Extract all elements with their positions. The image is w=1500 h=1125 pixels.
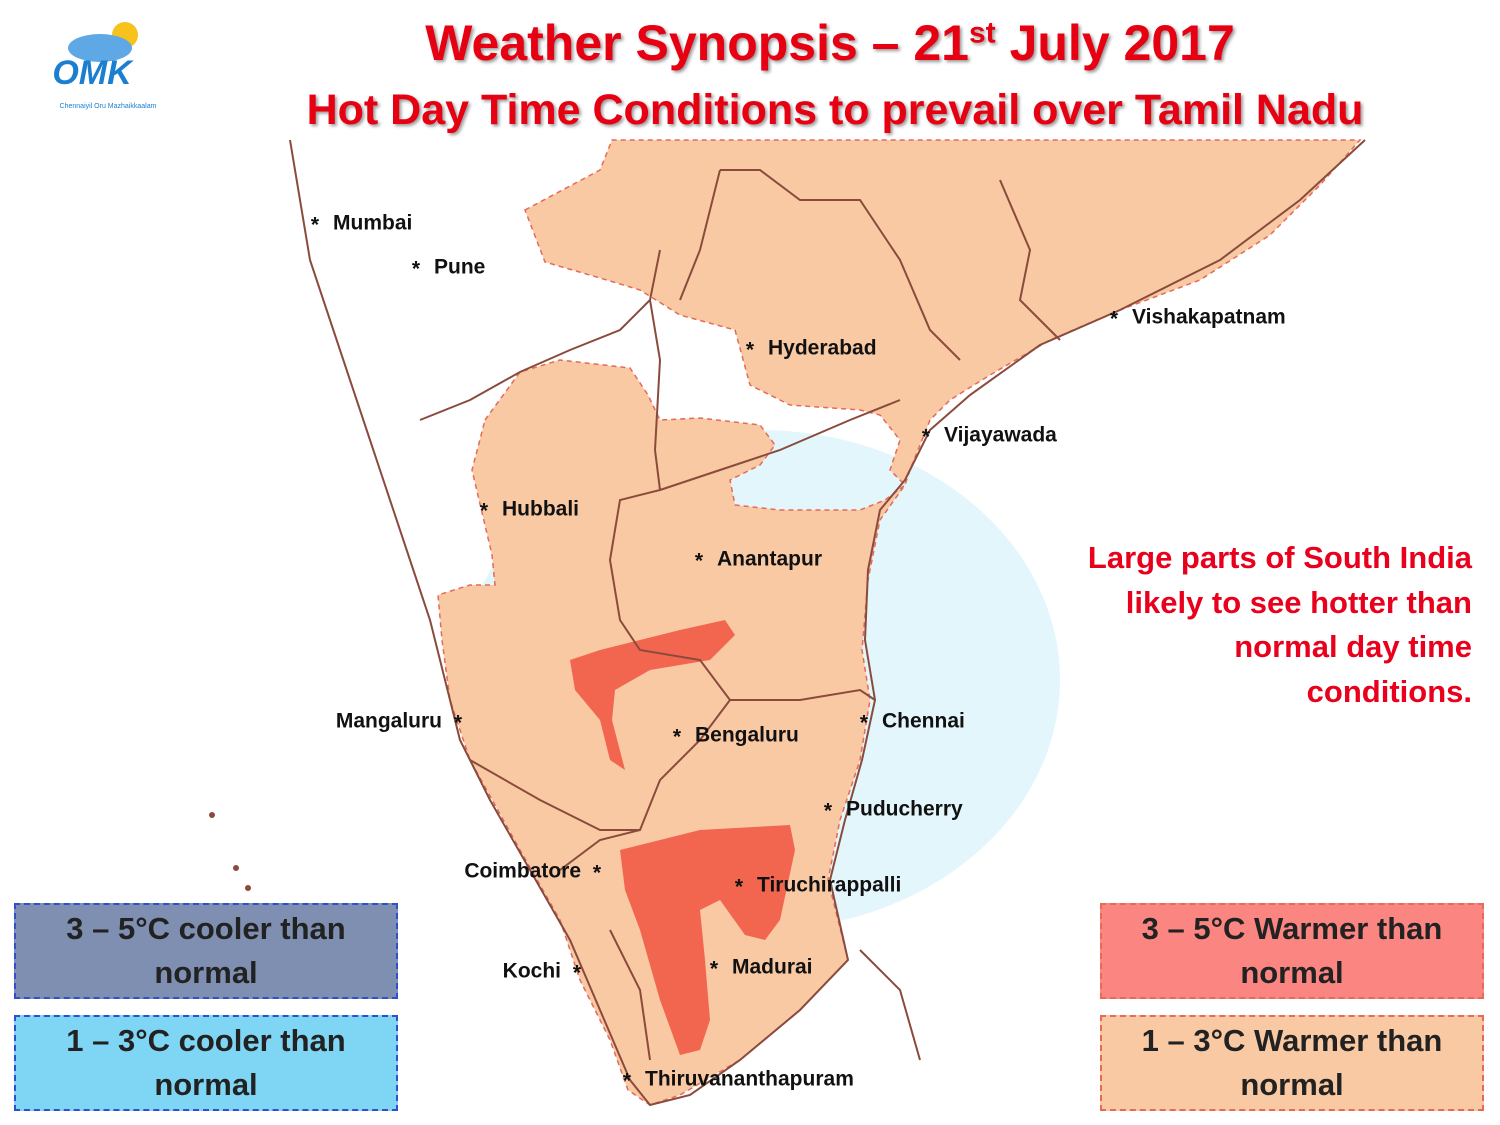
legend-label: normal bbox=[1240, 1067, 1344, 1102]
city-label: Bengaluru bbox=[695, 724, 799, 747]
city-label: Vijayawada bbox=[944, 424, 1057, 447]
legend-item: 3 – 5°C Warmer than normal bbox=[1100, 903, 1484, 999]
city-label: Hubbali bbox=[502, 498, 579, 521]
title-rest: July 2017 bbox=[1009, 15, 1235, 71]
logo-mark: OMK bbox=[52, 54, 134, 92]
city-marker: * bbox=[454, 712, 463, 735]
city-label: Hyderabad bbox=[768, 337, 877, 360]
city-label: Kochi bbox=[503, 960, 561, 983]
city-marker: * bbox=[480, 500, 489, 523]
logo: OMK Chennaiyil Oru Mazhaikkaalam bbox=[43, 20, 157, 132]
annotation: Large parts of South India likely to see … bbox=[1088, 536, 1472, 715]
city-marker: * bbox=[673, 726, 682, 749]
city-marker: * bbox=[573, 962, 582, 985]
legend-label: 1 – 3°C cooler than bbox=[66, 1023, 346, 1058]
city-label: Anantapur bbox=[717, 548, 822, 571]
city-marker: * bbox=[593, 862, 602, 885]
city-marker: * bbox=[922, 426, 931, 449]
hot-region bbox=[620, 825, 795, 1055]
legend-label: normal bbox=[1240, 955, 1344, 990]
warm-region bbox=[437, 359, 906, 1106]
title-text: Weather Synopsis – 21 bbox=[425, 15, 969, 71]
borders bbox=[289, 139, 1366, 1107]
legend-item: 1 – 3°C cooler than normal bbox=[14, 1015, 398, 1111]
city-marker: * bbox=[1110, 308, 1119, 331]
legend-item: 3 – 5°C cooler than normal bbox=[14, 903, 398, 999]
city-marker: * bbox=[311, 214, 320, 237]
title-ordinal: st bbox=[968, 16, 996, 50]
city-label: Coimbatore bbox=[464, 860, 581, 883]
city-marker: * bbox=[710, 958, 719, 981]
legend-label: 3 – 5°C cooler than bbox=[66, 911, 346, 946]
city-label: Mangaluru bbox=[336, 710, 442, 733]
city-marker: * bbox=[824, 800, 833, 823]
cities: * Mumbai* Pune* Hyderabad* Vishakapatnam* Vij… bbox=[311, 212, 1286, 1093]
hot-region bbox=[570, 620, 735, 770]
logo-tagline: Chennaiyil Oru Mazhaikkaalam bbox=[60, 103, 157, 110]
legend-label: 3 – 5°C Warmer than bbox=[1141, 911, 1443, 946]
city-label: Chennai bbox=[882, 710, 965, 733]
annotation-line: normal day time bbox=[1234, 629, 1472, 665]
city-marker: * bbox=[412, 258, 421, 281]
city-marker: * bbox=[623, 1070, 632, 1093]
title: Weather Synopsis – 21st July 2017 bbox=[180, 14, 1480, 72]
annotation-line: Large parts of South India bbox=[1087, 540, 1472, 575]
city-label: Madurai bbox=[732, 956, 813, 979]
legend-label: normal bbox=[154, 955, 258, 990]
subtitle: Hot Day Time Conditions to prevail over … bbox=[306, 86, 1364, 134]
annotation-line: conditions. bbox=[1306, 674, 1472, 710]
city-label: Tiruchirappalli bbox=[757, 874, 901, 897]
city-marker: * bbox=[860, 712, 869, 735]
city-label: Vishakapatnam bbox=[1132, 306, 1286, 329]
legend-label: normal bbox=[154, 1067, 258, 1102]
city-label: Thiruvananthapuram bbox=[645, 1068, 854, 1091]
city-label: Pune bbox=[434, 256, 485, 279]
annotation-line: likely to see hotter than bbox=[1125, 584, 1472, 620]
legend-label: 1 – 3°C Warmer than bbox=[1141, 1023, 1443, 1058]
warm-region bbox=[524, 139, 1362, 487]
legend-item: 1 – 3°C Warmer than normal bbox=[1100, 1015, 1484, 1111]
city-marker: * bbox=[735, 876, 744, 899]
city-marker: * bbox=[695, 550, 704, 573]
city-marker: * bbox=[746, 339, 755, 362]
city-label: Puducherry bbox=[846, 798, 963, 821]
city-label: Mumbai bbox=[333, 212, 412, 235]
